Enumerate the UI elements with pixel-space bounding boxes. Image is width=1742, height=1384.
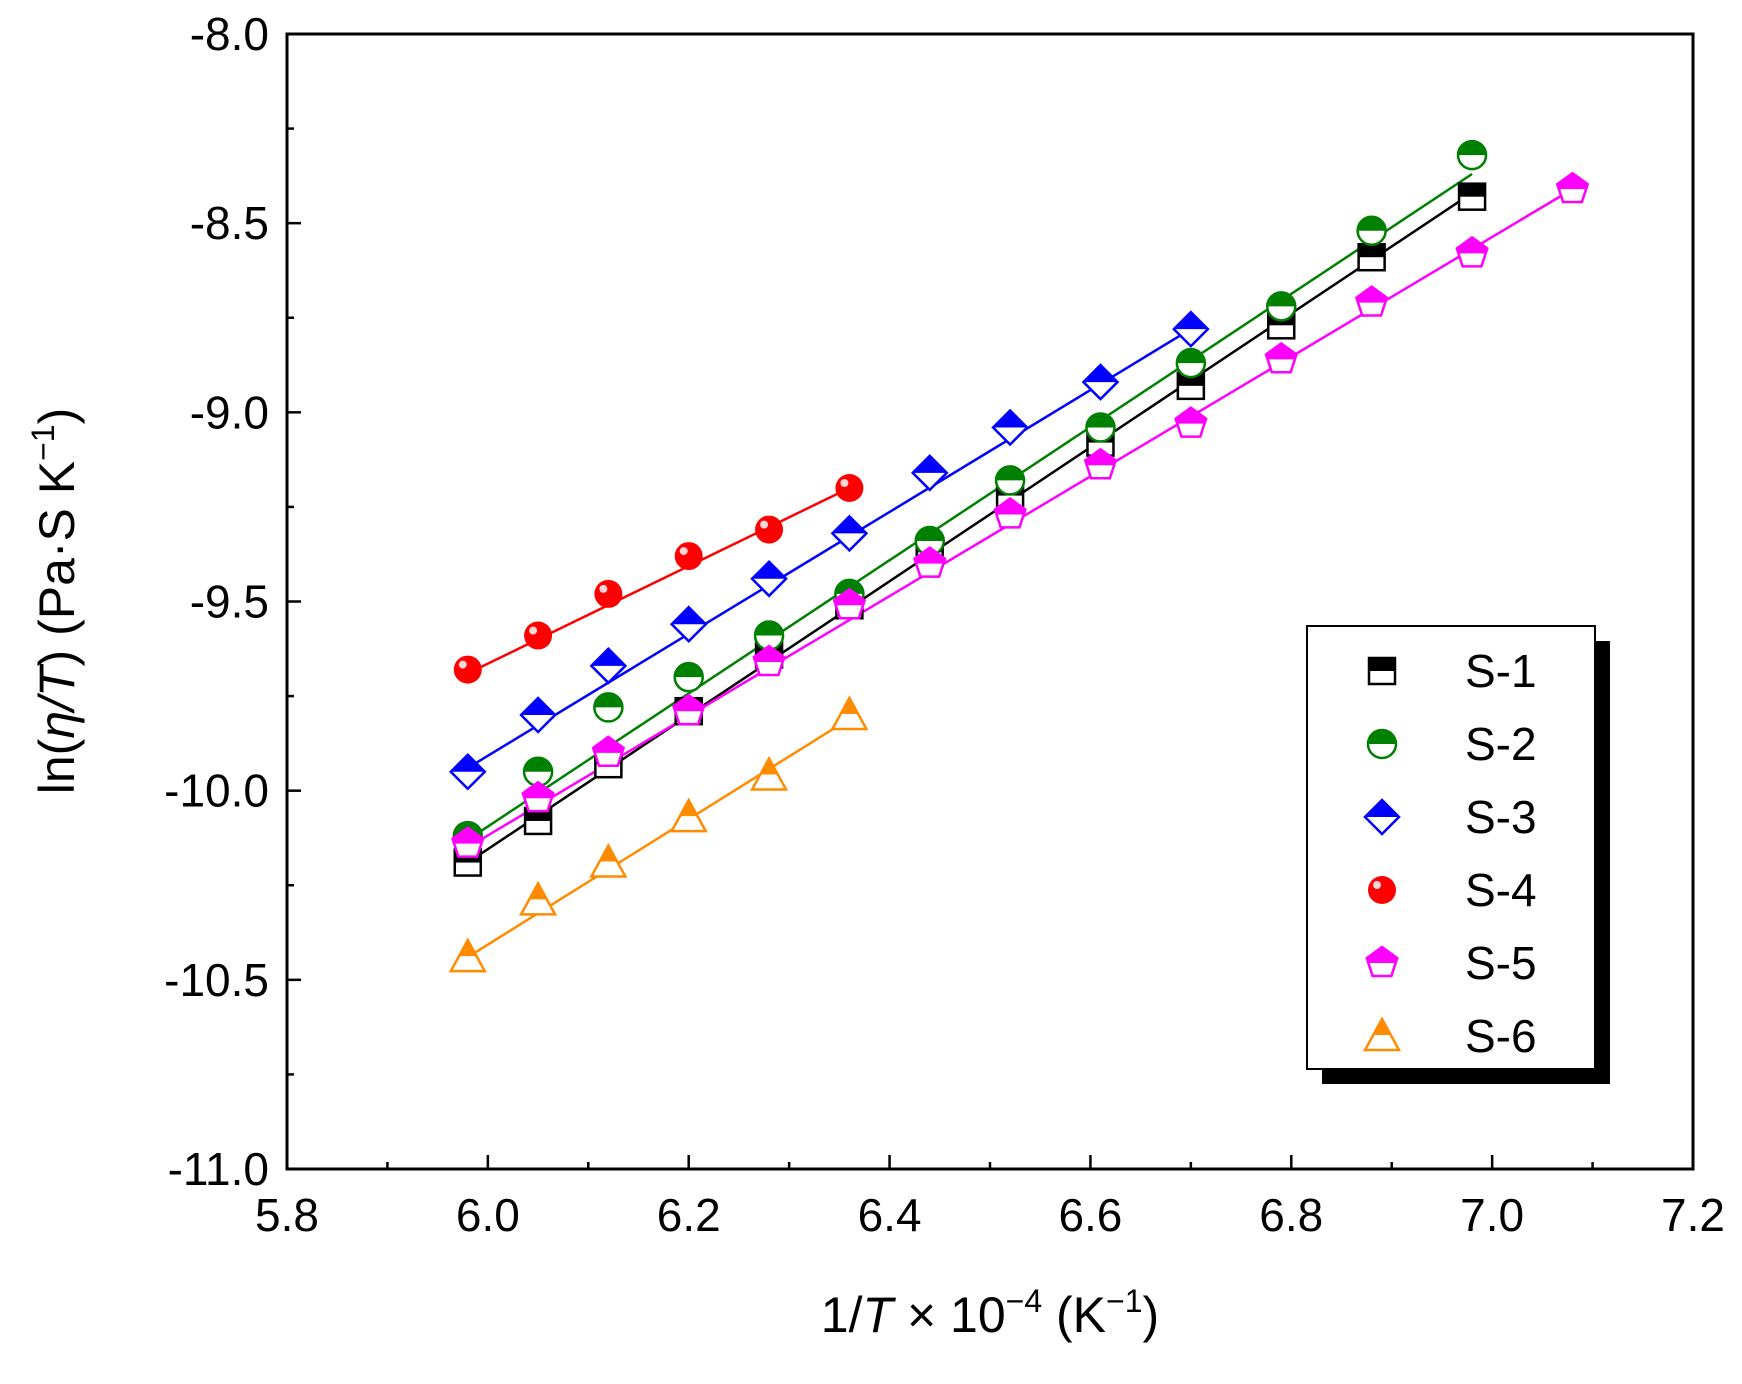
- point-s-3: [1172, 310, 1210, 348]
- x-tick-label: 7.0: [1460, 1189, 1524, 1241]
- x-tick-label: 6.4: [858, 1189, 922, 1241]
- point-s-5: [1555, 171, 1590, 204]
- point-s-3: [991, 408, 1029, 447]
- x-title-unit-close: ): [1143, 1287, 1160, 1343]
- point-s-6: [448, 937, 487, 973]
- point-s-2: [522, 756, 554, 787]
- point-s-5: [1174, 406, 1208, 438]
- legend: S-1 S-2 S-3 S-4 S-5 S-6: [1306, 625, 1610, 1084]
- point-s-2: [673, 661, 704, 693]
- point-s-2: [1265, 291, 1297, 322]
- legend-box: [1306, 625, 1596, 1070]
- point-s-2: [1356, 215, 1387, 246]
- point-s-1: [1357, 242, 1386, 272]
- point-s-4: [835, 474, 864, 502]
- y-title-exp: −1: [25, 424, 61, 460]
- x-title-unit-exp: −1: [1106, 1283, 1142, 1319]
- x-tick-label: 7.2: [1661, 1189, 1725, 1241]
- point-s-6: [518, 880, 558, 916]
- data-points: [448, 139, 1590, 973]
- point-s-5: [672, 693, 706, 726]
- axis-ticks: 5.8 6.0 6.2 6.4 6.6 6.8 7.0 7.2 -8.0 -8.5 -9.0 -9.5…: [164, 8, 1725, 1241]
- point-s-2: [593, 692, 624, 723]
- x-tick-label: 6.0: [456, 1189, 520, 1241]
- point-s-3: [449, 752, 487, 791]
- point-s-5: [1083, 447, 1118, 480]
- point-s-5: [1264, 341, 1298, 374]
- y-tick-label: -10.5: [164, 954, 269, 1006]
- point-s-5: [913, 546, 947, 578]
- legend-marker-s-6: [1362, 1016, 1402, 1052]
- legend-marker-s-2: [1366, 728, 1398, 760]
- x-title-times: × 10: [893, 1287, 1006, 1343]
- x-title-prefix: 1/: [821, 1287, 863, 1343]
- point-s-4: [524, 621, 553, 650]
- point-s-3: [1081, 363, 1120, 401]
- legend-marker-s-4: [1368, 876, 1396, 904]
- point-s-2: [1175, 347, 1207, 379]
- point-s-5: [993, 496, 1027, 529]
- legend-label-s-3: S-3: [1465, 791, 1537, 843]
- legend-marker-s-1: [1367, 656, 1397, 686]
- point-s-6: [669, 797, 708, 833]
- y-title-prefix: ln(: [29, 738, 85, 794]
- y-title-close: ): [29, 408, 85, 425]
- x-tick-label: 5.8: [255, 1189, 319, 1241]
- point-s-2: [1085, 412, 1116, 443]
- x-title-exp: −4: [1006, 1283, 1042, 1319]
- point-s-5: [521, 780, 555, 813]
- point-s-4: [755, 515, 784, 544]
- point-s-5: [591, 735, 626, 768]
- point-s-3: [750, 560, 788, 598]
- y-tick-label: -8.0: [190, 8, 269, 60]
- x-tick-label: 6.6: [1058, 1189, 1122, 1241]
- point-s-5: [752, 644, 786, 677]
- point-s-3: [589, 647, 628, 685]
- point-s-4: [453, 655, 482, 684]
- y-tick-label: -8.5: [190, 197, 269, 249]
- x-axis-title: 1/T × 10−4 (K−1): [821, 1283, 1159, 1343]
- legend-label-s-1: S-1: [1465, 645, 1537, 697]
- x-title-unit-open: (K: [1042, 1287, 1106, 1343]
- legend-label-s-6: S-6: [1465, 1010, 1537, 1062]
- point-s-3: [669, 605, 708, 643]
- point-s-3: [519, 696, 557, 734]
- y-tick-label: -11.0: [168, 1143, 269, 1195]
- fit-line-s-1: [467, 191, 1473, 864]
- point-s-3: [910, 454, 949, 492]
- legend-marker-s-3: [1363, 798, 1401, 836]
- fit-line-s-3: [467, 328, 1192, 770]
- point-s-4: [594, 579, 623, 608]
- y-tick-label: -9.0: [190, 386, 269, 438]
- point-s-5: [832, 587, 867, 620]
- x-tick-label: 6.8: [1259, 1189, 1323, 1241]
- point-s-5: [1455, 235, 1489, 268]
- point-s-6: [749, 755, 789, 791]
- fit-line-s-6: [467, 717, 851, 959]
- y-title-mid: ) (Pa·S K: [29, 461, 85, 667]
- point-s-5: [451, 826, 485, 858]
- x-title-var: T: [863, 1287, 897, 1343]
- fit-line-s-2: [467, 172, 1473, 841]
- y-tick-label: -9.5: [190, 576, 269, 628]
- legend-label-s-4: S-4: [1465, 864, 1537, 916]
- point-s-3: [830, 514, 869, 553]
- point-s-5: [1354, 285, 1389, 317]
- y-title-var: η/T: [29, 663, 85, 739]
- point-s-1: [1457, 182, 1487, 211]
- point-s-2: [1456, 139, 1488, 171]
- point-s-2: [914, 525, 945, 557]
- point-s-6: [830, 695, 869, 731]
- point-s-4: [674, 542, 703, 571]
- x-tick-label: 6.2: [657, 1189, 721, 1241]
- y-tick-label: -10.0: [164, 765, 269, 817]
- y-axis-title: ln(η/T) (Pa·S K−1): [25, 408, 85, 795]
- legend-marker-s-5: [1365, 945, 1399, 978]
- point-s-2: [994, 465, 1026, 496]
- legend-label-s-5: S-5: [1465, 937, 1537, 989]
- legend-label-s-2: S-2: [1465, 718, 1537, 770]
- point-s-6: [589, 842, 628, 878]
